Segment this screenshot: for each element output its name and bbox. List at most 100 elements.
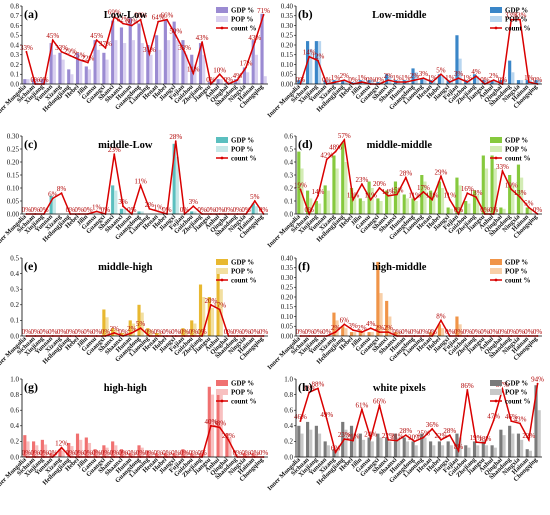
- pop-bar: [511, 185, 515, 214]
- y-tick-label: 0.5: [284, 145, 293, 153]
- count-label: 0%: [92, 449, 102, 457]
- gdp-bar: [341, 326, 345, 336]
- gdp-bar: [358, 330, 362, 336]
- gdp-bar: [385, 190, 389, 214]
- count-label: 71%: [257, 7, 270, 15]
- count-label: 15%: [391, 187, 404, 195]
- pop-bar: [140, 447, 144, 457]
- count-point: [396, 439, 398, 442]
- count-label: 0%: [480, 76, 490, 84]
- count-point: [413, 440, 416, 443]
- count-point: [174, 140, 177, 143]
- count-point: [466, 81, 469, 83]
- gdp-bar: [437, 74, 441, 84]
- pop-bar: [449, 208, 453, 214]
- count-label: 1%: [463, 74, 473, 82]
- legend-gdp-swatch: [490, 380, 502, 386]
- count-label: 11%: [408, 192, 421, 200]
- count-label: 0%: [206, 76, 216, 84]
- legend: GDP %POP %count %: [490, 7, 530, 33]
- pop-bar: [114, 40, 118, 84]
- pop-bar: [502, 435, 506, 457]
- pop-bar: [493, 80, 497, 84]
- pop-bar: [511, 433, 515, 457]
- count-point: [527, 438, 530, 441]
- count-label: 0%: [197, 206, 207, 214]
- count-label: 1%: [331, 74, 341, 82]
- count-label: 0%: [162, 206, 172, 214]
- pop-bar: [528, 208, 532, 214]
- pop-bar: [335, 450, 339, 457]
- gdp-bar: [172, 21, 176, 85]
- legend-gdp-label: GDP %: [231, 259, 254, 267]
- count-label: 0%: [348, 76, 358, 84]
- count-label: 0%: [66, 328, 76, 336]
- count-label: 61%: [355, 401, 368, 409]
- count-label: 64%: [152, 14, 165, 22]
- pop-bar: [317, 433, 322, 457]
- gdp-bar: [75, 433, 80, 457]
- count-label: 4%: [471, 68, 481, 76]
- gdp-bar: [323, 185, 327, 214]
- count-label: 60%: [125, 18, 138, 26]
- gdp-bar: [172, 453, 176, 457]
- legend-gdp-swatch: [216, 7, 228, 13]
- count-point: [139, 327, 142, 330]
- count-point: [440, 175, 442, 178]
- gdp-bar: [84, 437, 88, 457]
- pop-bar: [149, 452, 153, 457]
- gdp-bar: [242, 67, 247, 84]
- y-tick-label: 0.10: [281, 313, 294, 321]
- gdp-bar: [393, 433, 398, 457]
- gdp-bar: [181, 40, 185, 84]
- panel-letter: (f): [298, 259, 310, 273]
- count-label: 5%: [436, 66, 446, 74]
- gdp-bar: [358, 198, 362, 214]
- y-tick-label: 0.1: [284, 197, 293, 205]
- legend-pop-label: POP %: [231, 389, 253, 397]
- count-label: 45%: [90, 32, 103, 40]
- count-label: 0%: [233, 449, 243, 457]
- count-point: [148, 207, 151, 210]
- count-label: 0%: [22, 449, 32, 457]
- y-tick-label: 1.0: [284, 375, 293, 383]
- count-point: [466, 192, 469, 195]
- count-label: 0%: [445, 328, 455, 336]
- y-tick-label: 0.5: [10, 32, 19, 40]
- count-point: [334, 81, 337, 83]
- y-tick-label: 0.3: [284, 171, 293, 179]
- pop-bar: [61, 450, 65, 457]
- pop-bar: [335, 320, 339, 336]
- count-label: 23%: [108, 146, 121, 154]
- count-point: [60, 446, 63, 449]
- legend-pop-swatch: [216, 268, 228, 274]
- gdp-bar: [260, 13, 264, 84]
- count-label: 0%: [74, 206, 84, 214]
- count-point: [192, 72, 195, 75]
- gdp-bar: [93, 449, 97, 457]
- pop-bar: [254, 206, 258, 214]
- count-label: 0%: [419, 328, 429, 336]
- gdp-bar: [332, 449, 336, 457]
- count-label: 0%: [162, 449, 172, 457]
- gdp-bar: [32, 79, 36, 84]
- pop-bar: [114, 445, 118, 457]
- legend-count-label: count %: [231, 398, 256, 406]
- count-point: [218, 73, 221, 76]
- count-label: 0%: [180, 328, 190, 336]
- y-tick-label: 0.20: [281, 41, 294, 49]
- count-label: 33%: [55, 44, 68, 52]
- count-label: 12%: [55, 440, 68, 448]
- pop-bar: [210, 307, 215, 336]
- count-label: 0%: [83, 328, 93, 336]
- gdp-bar: [472, 441, 477, 457]
- count-label: 2%: [110, 325, 120, 333]
- count-label: 0%: [92, 328, 102, 336]
- gdp-bar: [67, 442, 71, 457]
- pop-bar: [300, 168, 304, 214]
- count-label: 0%: [171, 328, 181, 336]
- pop-bar: [70, 74, 74, 84]
- count-point: [245, 66, 247, 69]
- pop-bar: [397, 437, 401, 457]
- count-label: 31%: [143, 46, 156, 54]
